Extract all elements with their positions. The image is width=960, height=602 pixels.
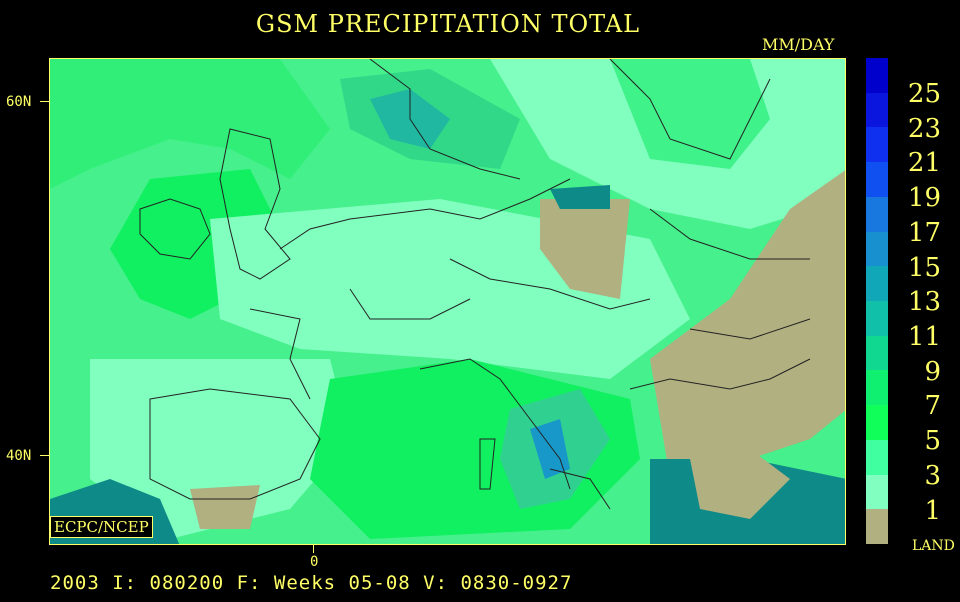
precip-zone-tyrrhenian-core xyxy=(530,419,570,479)
legend-land-label: LAND xyxy=(912,538,955,554)
footer-info: 2003 I: 080200 F: Weeks 05-08 V: 0830-09… xyxy=(50,572,573,594)
legend-cell xyxy=(866,370,888,406)
legend-level-label: 9 xyxy=(924,356,941,387)
lat-label-40n: 40N xyxy=(6,448,32,464)
legend-level-label: 21 xyxy=(907,148,941,179)
legend-cell xyxy=(866,439,888,476)
legend-level-label: 3 xyxy=(924,460,941,491)
legend-level-label: 25 xyxy=(907,79,941,109)
legend-cell xyxy=(866,474,888,510)
lon-label-0: 0 xyxy=(310,554,319,570)
legend-level-label: 13 xyxy=(907,287,941,318)
legend-cell xyxy=(866,127,888,163)
land-zone-greece xyxy=(690,449,790,519)
land-zone-north-africa xyxy=(190,485,260,529)
precipitation-map xyxy=(49,58,846,545)
legend-cell xyxy=(866,509,888,545)
legend-cell xyxy=(866,301,888,337)
land-zone-poland xyxy=(540,199,630,299)
legend-level-label: 15 xyxy=(907,252,941,283)
sea-zone-baltic xyxy=(550,185,610,209)
tick-0 xyxy=(313,545,314,553)
lat-label-60n: 60N xyxy=(6,94,32,110)
legend-level-label: 17 xyxy=(907,217,941,248)
units-label: MM/DAY xyxy=(762,35,835,54)
map-canvas xyxy=(50,59,845,544)
legend-level-label: 19 xyxy=(907,183,941,214)
precip-zone-iberia xyxy=(90,359,350,539)
legend-level-label: 1 xyxy=(924,495,941,526)
map-title: GSM PRECIPITATION TOTAL xyxy=(255,10,641,38)
legend-cell xyxy=(866,162,888,198)
legend-cell xyxy=(866,196,888,233)
legend-colorbar xyxy=(866,58,888,545)
legend-cell xyxy=(866,231,888,267)
legend-cell xyxy=(866,266,888,302)
coastlines xyxy=(139,59,811,510)
legend-cell xyxy=(866,92,888,128)
legend-cell xyxy=(866,335,888,371)
tick-60n xyxy=(40,101,49,102)
legend-cell xyxy=(866,58,888,94)
credit-box: ECPC/NCEP xyxy=(50,516,153,538)
tick-40n xyxy=(40,455,49,456)
precip-zone-scandinavia xyxy=(610,59,770,169)
legend-level-label: 5 xyxy=(924,426,941,457)
legend-cell xyxy=(866,405,888,441)
legend-level-label: 7 xyxy=(924,391,941,422)
land-zone-balkans xyxy=(650,170,845,479)
legend-level-label: 11 xyxy=(907,322,941,352)
legend-level-label: 23 xyxy=(907,113,941,144)
precip-zone-atlantic xyxy=(50,59,330,189)
